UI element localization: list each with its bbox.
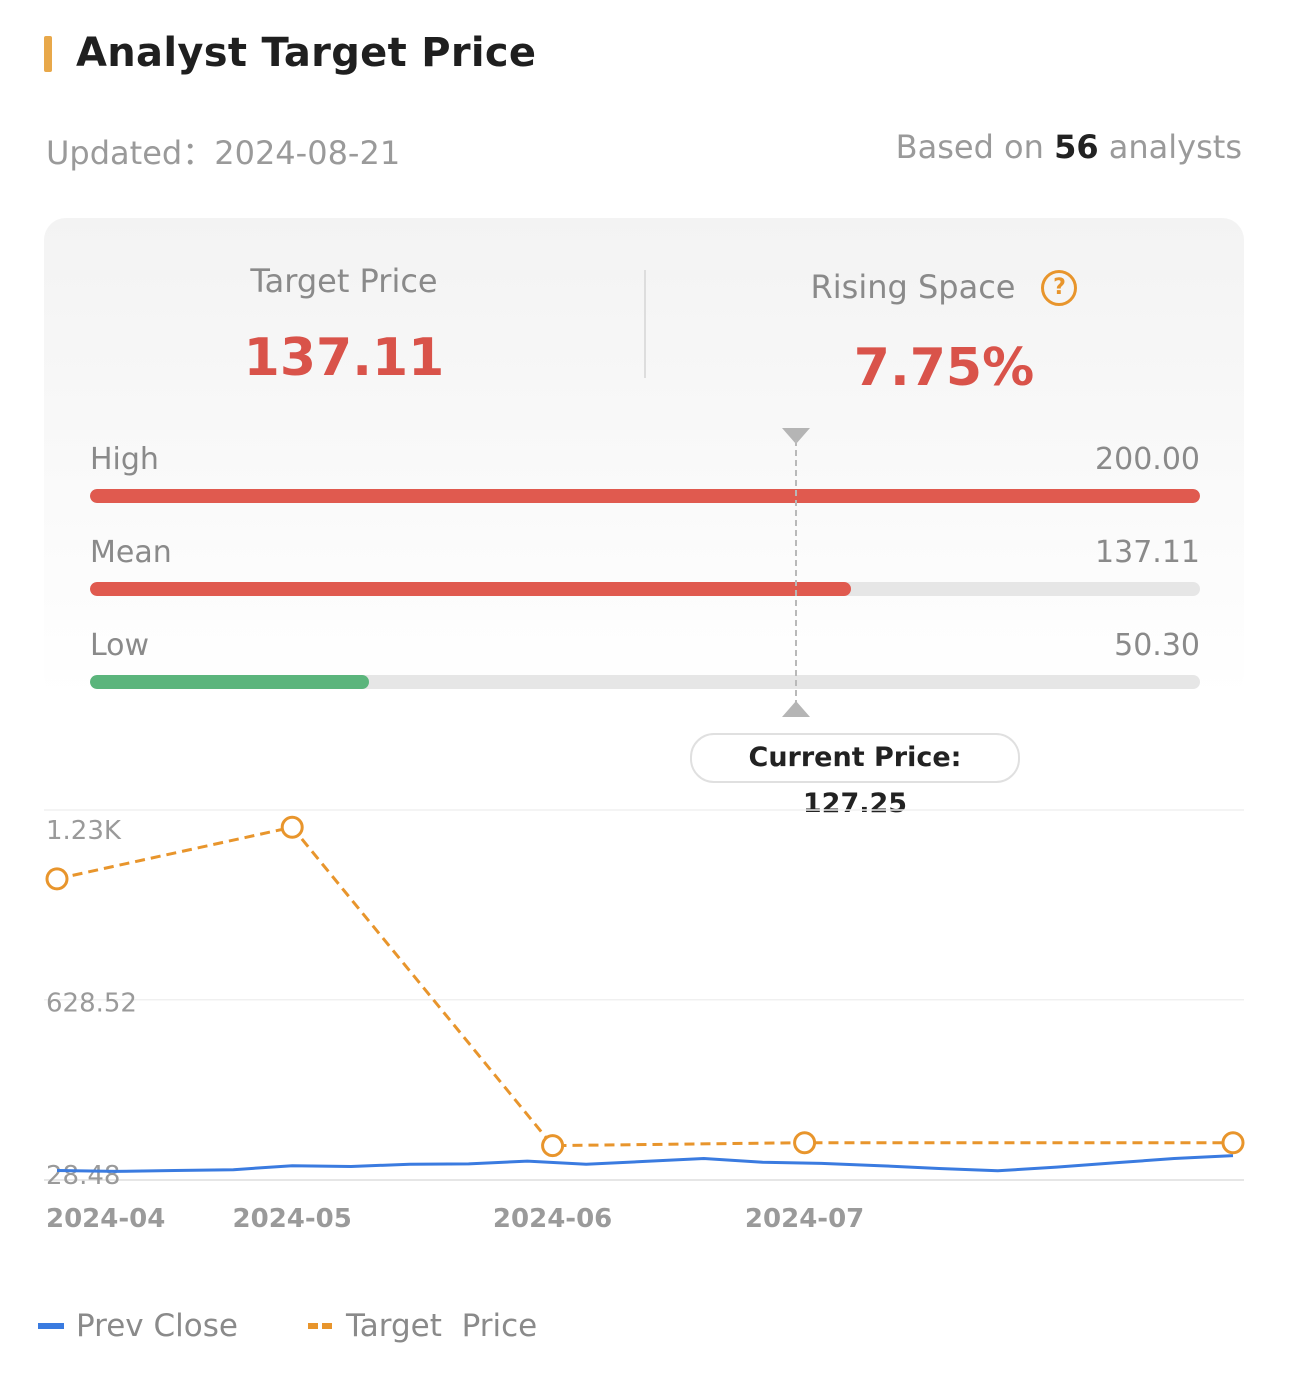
y-tick-label: 628.52 (46, 989, 137, 1019)
based-suffix: analysts (1098, 128, 1242, 166)
target-price-label: Target Price (250, 262, 438, 300)
legend-target-price[interactable]: Target Price (346, 1308, 538, 1344)
current-price-marker-bottom-icon (782, 701, 810, 717)
target-price-point (1221, 1131, 1245, 1155)
target-price-point (45, 867, 69, 891)
target-price-legend-icon (308, 1323, 334, 1329)
prev-close-series-line (56, 1154, 1234, 1173)
range-track-mean (90, 582, 1200, 596)
legend-prev-close[interactable]: Prev Close (76, 1308, 238, 1344)
range-fill-low (90, 675, 369, 689)
title-accent-bar (44, 36, 52, 72)
range-label-low: Low (90, 628, 150, 663)
prev-close-legend-icon (38, 1323, 64, 1329)
updated-label: Updated： (46, 134, 215, 172)
rising-space-label: Rising Space (810, 268, 1016, 306)
current-price-pill: Current Price: 127.25 (690, 733, 1020, 819)
x-tick-label: 2024-06 (493, 1204, 612, 1234)
range-value-mean: 137.11 (1095, 535, 1200, 570)
target-price-chart: 1.23K 628.52 28.48 2024-04 2024-05 2024-06 202… (44, 809, 1245, 1234)
range-track-low (90, 675, 1200, 689)
analyst-count: 56 (1054, 128, 1099, 166)
rising-space-header: Rising Space? (644, 268, 1244, 306)
question-circle-icon[interactable]: ? (1041, 270, 1078, 306)
target-price-point (793, 1131, 817, 1155)
range-label-high: High (90, 442, 159, 477)
analyst-count-info: Based on 56 analysts (896, 128, 1242, 166)
range-label-mean: Mean (90, 535, 172, 570)
updated-info: Updated：2024-08-21 (46, 128, 400, 174)
target-price-point (280, 815, 304, 839)
based-prefix: Based on (895, 128, 1055, 166)
y-tick-label: 28.48 (46, 1161, 120, 1191)
target-price-card: Target Price 137.11 Rising Space? 7.75% … (44, 218, 1244, 698)
range-fill-mean (90, 582, 852, 596)
target-price-value: 137.11 (243, 328, 445, 388)
rising-space-value: 7.75% (853, 338, 1035, 398)
target-price-point (541, 1134, 565, 1158)
x-tick-label: 2024-07 (745, 1204, 864, 1234)
current-price-marker-top-icon (782, 428, 810, 444)
summary-divider (644, 270, 646, 378)
y-tick-label: 1.23K (46, 816, 122, 846)
current-price-line (795, 440, 797, 706)
range-value-high: 200.00 (1095, 442, 1200, 477)
x-tick-label: 2024-04 (46, 1204, 165, 1234)
range-fill-high (90, 489, 1200, 503)
target-price-series-line (56, 825, 1233, 1148)
updated-date: 2024-08-21 (214, 134, 401, 172)
page-title: Analyst Target Price (76, 30, 537, 76)
x-tick-label: 2024-05 (233, 1204, 352, 1234)
range-track-high (90, 489, 1200, 503)
range-value-low: 50.30 (1114, 628, 1200, 663)
